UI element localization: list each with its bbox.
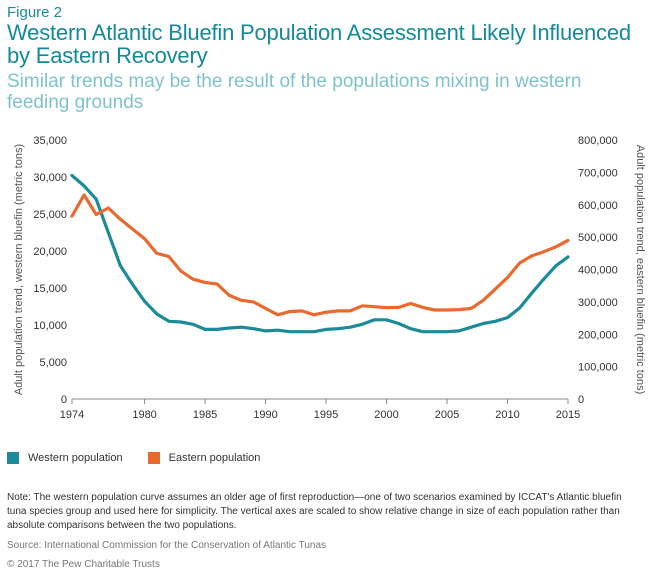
x-tick-label: 1995	[314, 409, 338, 421]
legend-label-eastern: Eastern population	[168, 452, 261, 464]
y-tick-label-right: 400,000	[578, 265, 618, 277]
western-population-line	[70, 173, 570, 334]
y-tick-label-left: 25,000	[33, 209, 67, 221]
x-tick-label: 2010	[495, 409, 519, 421]
chart-labels: 0 5,000 10,000 15,000 20,000 25,000 30,000 35,0…	[13, 135, 646, 421]
chart-subtitle: Similar trends may be the result of the …	[7, 71, 582, 113]
y-tick-label-right: 800,000	[578, 135, 618, 147]
y-tick-label-right: 500,000	[578, 232, 618, 244]
x-tick-label: 2005	[435, 409, 459, 421]
y-tick-label-left: 0	[61, 394, 67, 406]
eastern-population-line	[70, 193, 570, 317]
eastern-swatch	[147, 452, 160, 464]
y-tick-label-right: 700,000	[578, 167, 618, 179]
y-tick-label-right: 200,000	[578, 329, 618, 341]
x-tick-label: 1985	[193, 409, 217, 421]
y-axis-title-left: Adult population trend, western bluefin …	[13, 144, 25, 395]
chart-lines	[70, 173, 570, 334]
chart-source: Source: International Commission for the…	[7, 540, 327, 551]
y-tick-label-right: 300,000	[578, 297, 618, 309]
chart-title: Western Atlantic Bluefin Population Asse…	[7, 20, 631, 68]
legend-label-western: Western population	[28, 452, 123, 464]
legend-item-western: Western population	[7, 452, 123, 464]
chart-legend: Western population Eastern population	[7, 452, 282, 467]
x-tick-label: 2000	[374, 409, 398, 421]
x-tick-label: 1980	[132, 409, 156, 421]
y-tick-label-right: 0	[578, 394, 584, 406]
x-tick-label: 1990	[253, 409, 277, 421]
x-tick-label: 1974	[60, 409, 84, 421]
y-tick-label-right: 100,000	[578, 362, 618, 374]
x-tick-label: 2015	[556, 409, 580, 421]
y-tick-label-left: 35,000	[33, 135, 67, 147]
copyright: © 2017 The Pew Charitable Trusts	[7, 559, 160, 570]
y-tick-label-left: 5,000	[39, 357, 67, 369]
y-tick-label-left: 30,000	[33, 172, 67, 184]
y-tick-label-left: 15,000	[33, 283, 67, 295]
chart-note: Note: The western population curve assum…	[7, 492, 622, 531]
legend-item-eastern: Eastern population	[147, 452, 261, 464]
western-swatch	[7, 452, 19, 464]
y-tick-label-right: 600,000	[578, 200, 618, 212]
y-tick-label-left: 20,000	[33, 246, 67, 258]
y-axis-title-right: Adult population trend, eastern bluefin …	[634, 145, 646, 394]
figure-label: Figure 2	[7, 4, 63, 21]
y-tick-label-left: 10,000	[33, 320, 67, 332]
chart-axes	[71, 398, 569, 404]
line-chart: 0 5,000 10,000 15,000 20,000 25,000 30,000 35,0…	[13, 135, 646, 421]
